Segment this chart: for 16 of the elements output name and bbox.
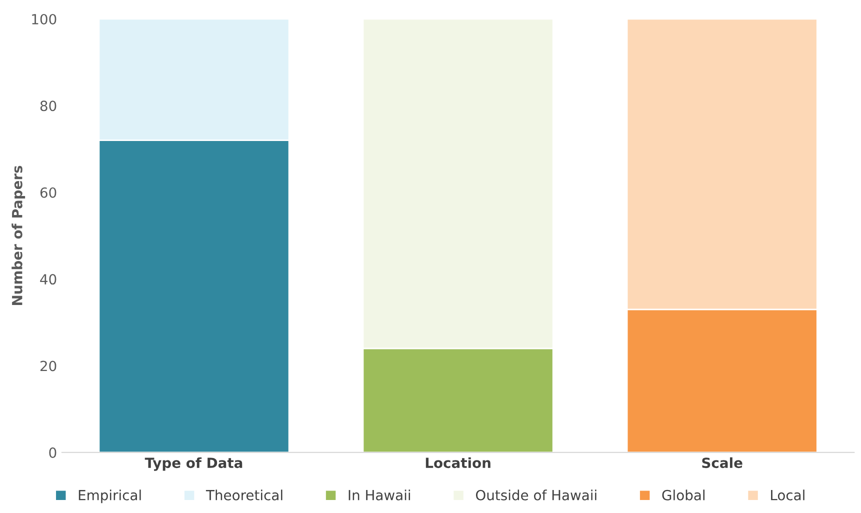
legend-label: Global xyxy=(662,490,704,500)
legend-label: In Hawaii xyxy=(348,490,410,500)
y-tick-label: 0 xyxy=(49,447,56,458)
y-tick-label: 100 xyxy=(32,14,56,24)
x-tick-label: Location xyxy=(426,457,490,468)
y-tick-label: 20 xyxy=(40,360,56,372)
y-tick-label: 80 xyxy=(40,100,56,112)
x-tick-label: Type of Data xyxy=(144,457,242,471)
y-axis-title: Number of Papers xyxy=(12,166,26,306)
legend-label: Local xyxy=(771,490,804,500)
x-tick-label: Scale xyxy=(702,457,742,468)
y-tick-label: 40 xyxy=(40,274,56,285)
legend-label: Empirical xyxy=(78,490,141,504)
legend-label: Outside of Hawaii xyxy=(476,490,596,500)
y-tick-label: 60 xyxy=(40,187,56,198)
legend-label: Theoretical xyxy=(206,490,282,500)
